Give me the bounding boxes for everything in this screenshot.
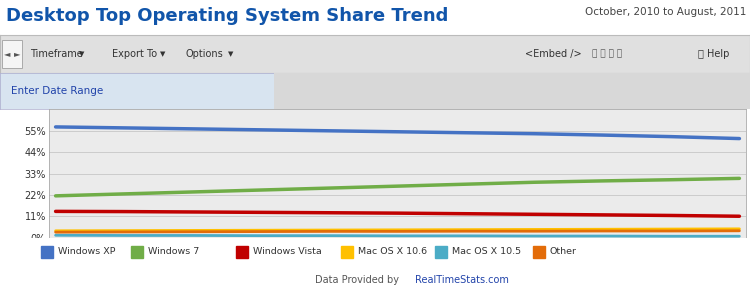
Text: Windows XP: Windows XP (58, 247, 116, 257)
Text: Other: Other (549, 247, 576, 257)
Text: Export To: Export To (112, 49, 158, 59)
Text: Timeframe: Timeframe (30, 49, 82, 59)
Bar (435, 246, 447, 258)
Text: ►: ► (13, 50, 20, 58)
Text: RealTimeStats.com: RealTimeStats.com (415, 275, 509, 285)
Bar (341, 246, 353, 258)
Text: Mac OS X 10.5: Mac OS X 10.5 (452, 247, 520, 257)
Text: ▼: ▼ (228, 51, 233, 57)
Bar (532, 246, 544, 258)
Text: Desktop Top Operating System Share Trend: Desktop Top Operating System Share Trend (6, 7, 448, 25)
Text: Windows 7: Windows 7 (148, 247, 199, 257)
Text: Data Provided by: Data Provided by (315, 275, 402, 285)
Text: Enter Date Range: Enter Date Range (11, 86, 104, 96)
Bar (41, 246, 53, 258)
Text: Windows Vista: Windows Vista (253, 247, 322, 257)
Bar (236, 246, 248, 258)
Text: ❓ Help: ❓ Help (698, 49, 729, 59)
Text: <Embed />: <Embed /> (525, 49, 582, 59)
Text: Mac OS X 10.6: Mac OS X 10.6 (358, 247, 427, 257)
Bar (131, 246, 143, 258)
Bar (2, 40, 22, 68)
Text: ▼: ▼ (79, 51, 84, 57)
Text: 🖼 📋 📄 🖨: 🖼 📋 📄 🖨 (592, 50, 622, 58)
Text: Options: Options (186, 49, 224, 59)
Text: ◄: ◄ (4, 50, 10, 58)
Text: ▼: ▼ (160, 51, 165, 57)
Text: October, 2010 to August, 2011: October, 2010 to August, 2011 (585, 7, 746, 17)
